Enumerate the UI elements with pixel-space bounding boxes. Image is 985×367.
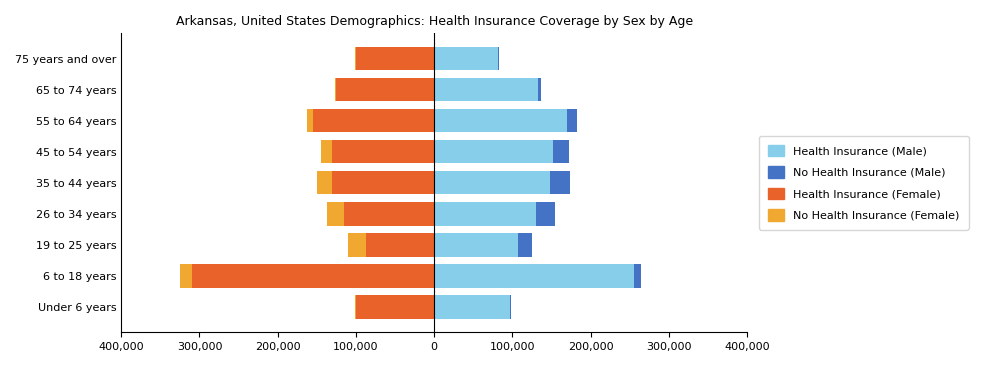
Bar bbox=[344, 202, 434, 225]
Bar bbox=[567, 109, 576, 132]
Bar bbox=[317, 171, 333, 195]
Bar bbox=[434, 109, 567, 132]
Bar bbox=[335, 78, 337, 101]
Bar bbox=[180, 264, 192, 288]
Bar bbox=[434, 202, 536, 225]
Bar bbox=[434, 295, 510, 319]
Bar bbox=[536, 202, 556, 225]
Bar bbox=[306, 109, 313, 132]
Bar bbox=[434, 47, 498, 70]
Bar bbox=[554, 140, 568, 163]
Bar bbox=[434, 171, 550, 195]
Bar bbox=[333, 171, 434, 195]
Bar bbox=[538, 78, 541, 101]
Bar bbox=[348, 233, 366, 257]
Bar bbox=[434, 78, 538, 101]
Bar bbox=[633, 264, 641, 288]
Bar bbox=[550, 171, 569, 195]
Bar bbox=[327, 202, 344, 225]
Bar bbox=[192, 264, 434, 288]
Bar bbox=[356, 47, 434, 70]
Bar bbox=[434, 264, 633, 288]
Bar bbox=[518, 233, 532, 257]
Bar bbox=[366, 233, 434, 257]
Legend: Health Insurance (Male), No Health Insurance (Male), Health Insurance (Female), : Health Insurance (Male), No Health Insur… bbox=[758, 136, 968, 230]
Bar bbox=[434, 140, 554, 163]
Bar bbox=[333, 140, 434, 163]
Bar bbox=[434, 233, 518, 257]
Bar bbox=[313, 109, 434, 132]
Bar bbox=[356, 295, 434, 319]
Bar bbox=[321, 140, 333, 163]
Bar bbox=[337, 78, 434, 101]
Title: Arkansas, United States Demographics: Health Insurance Coverage by Sex by Age: Arkansas, United States Demographics: He… bbox=[175, 15, 692, 28]
